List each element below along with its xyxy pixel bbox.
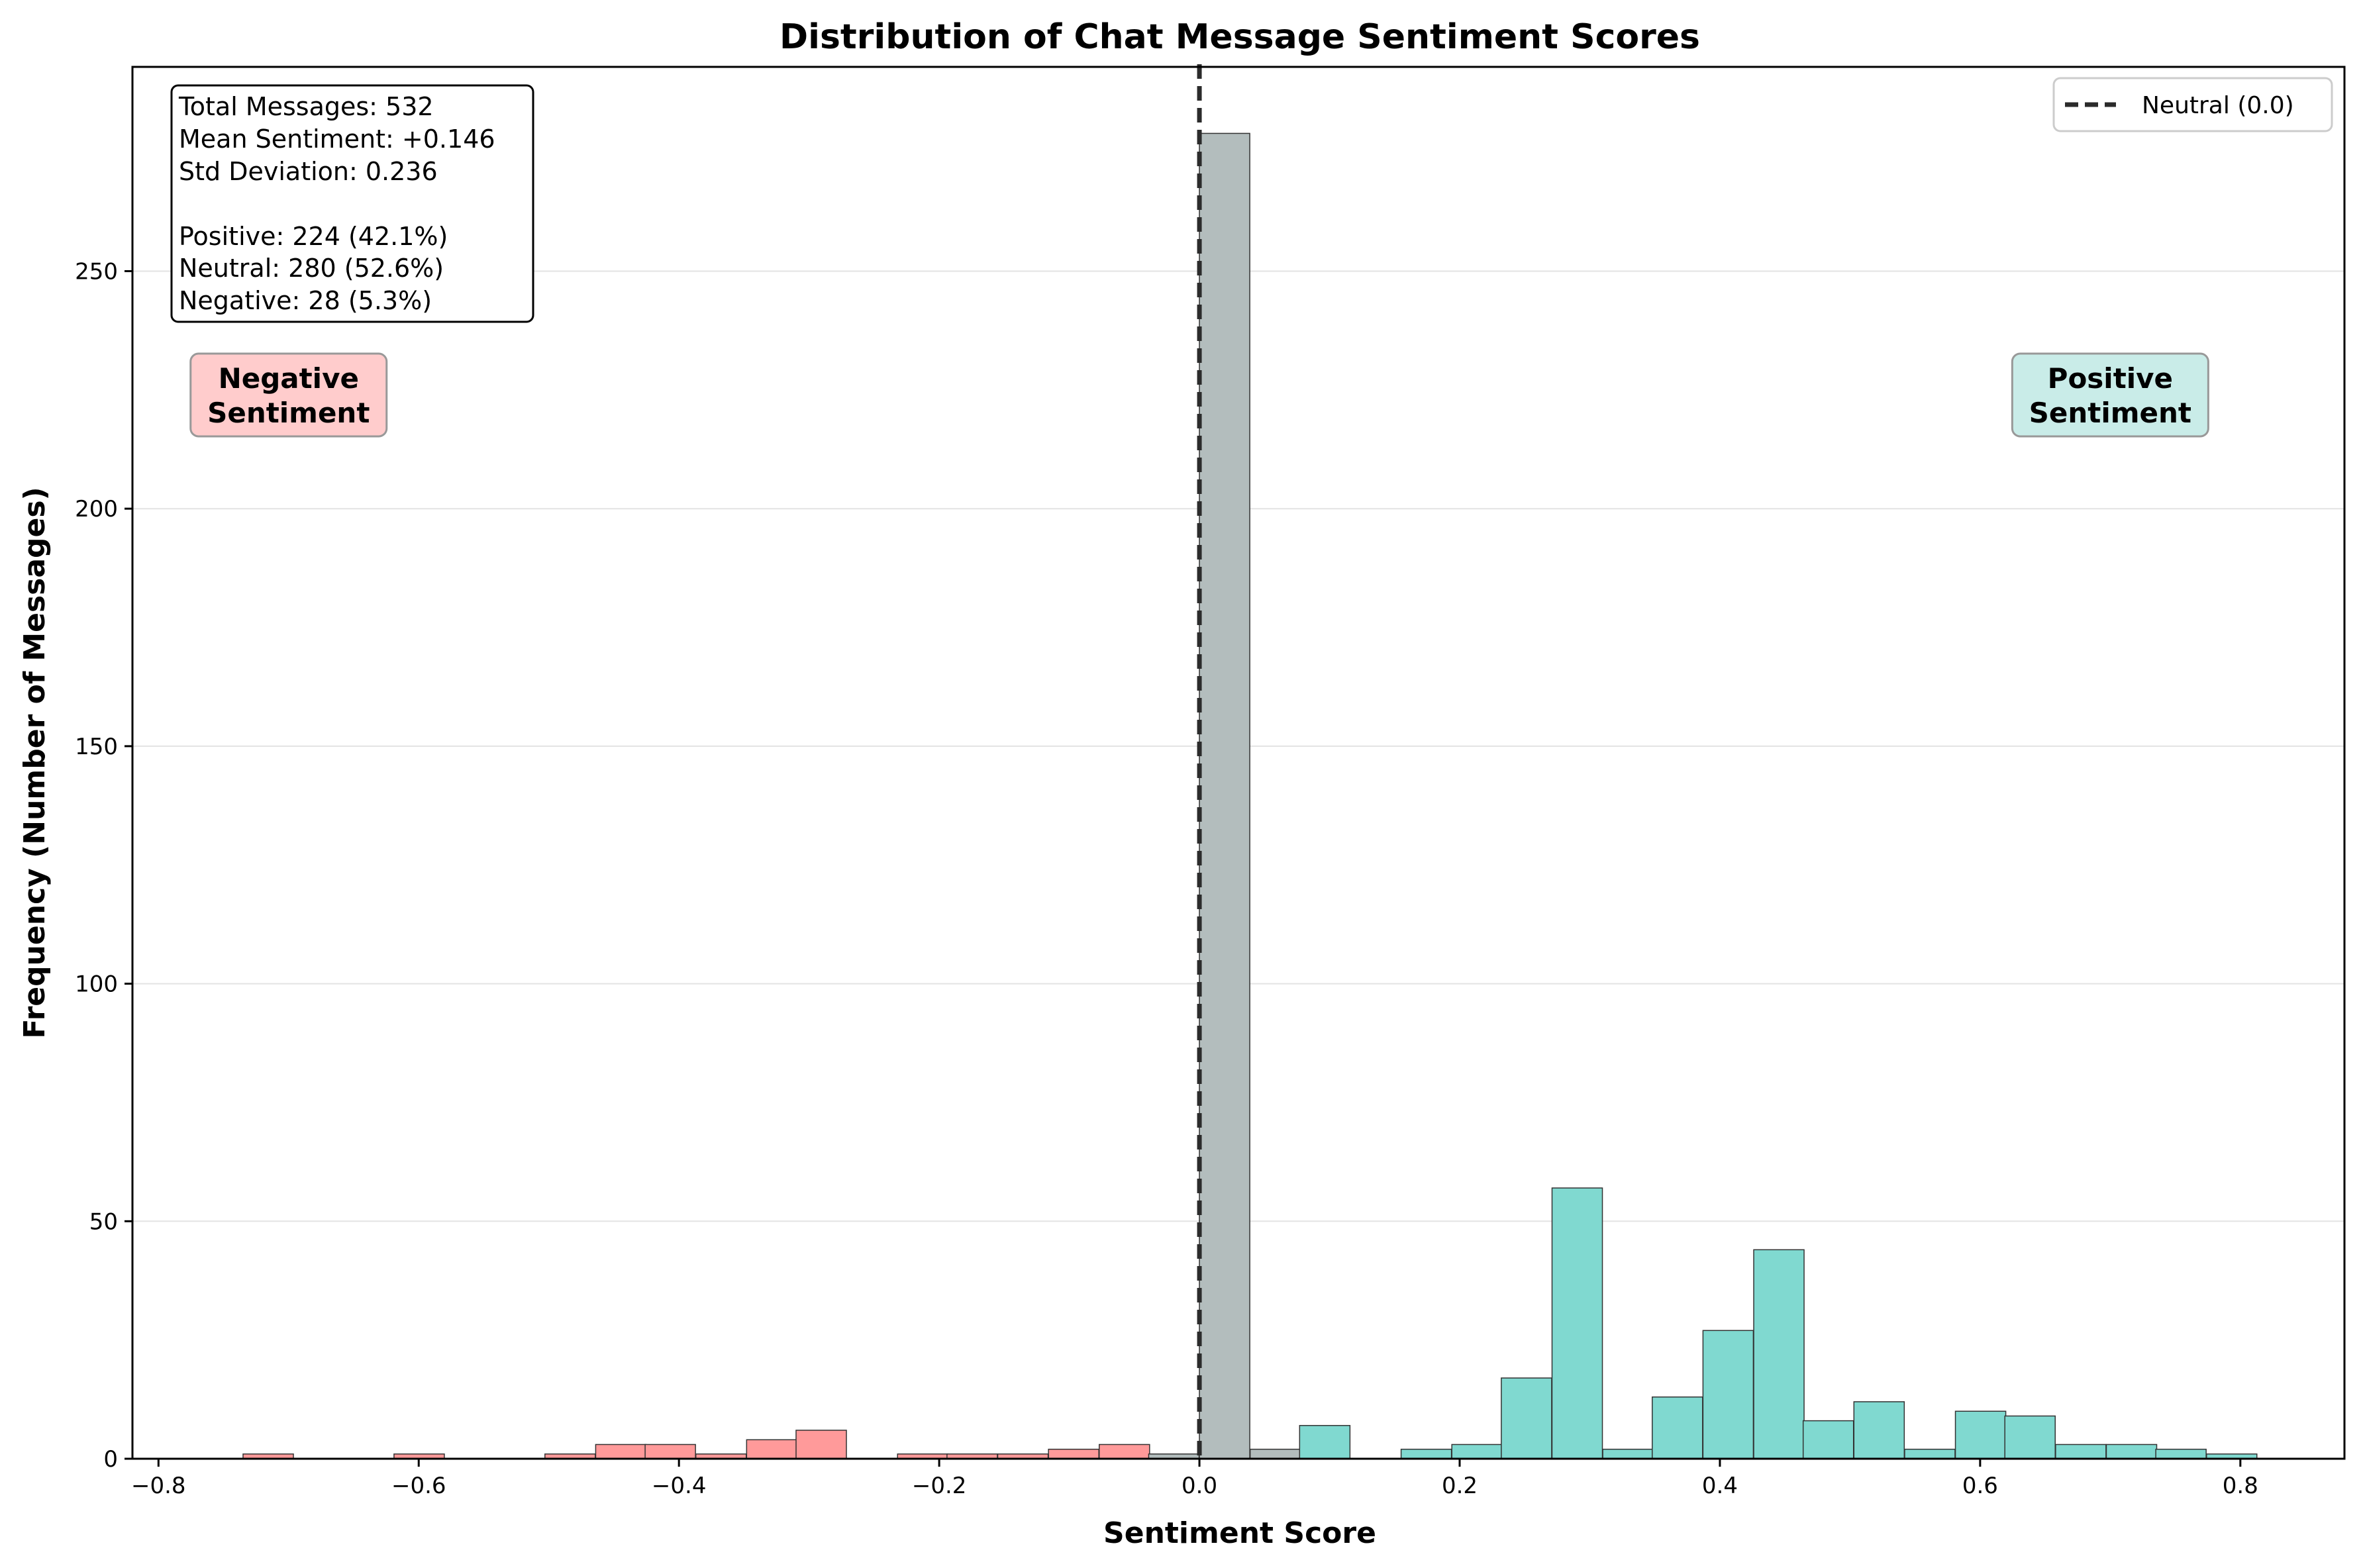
- x-tick-label: −0.6: [391, 1473, 446, 1499]
- histogram-bar-positive: [2004, 1415, 2056, 1459]
- stats-mean-sentiment: Mean Sentiment: +0.146: [179, 124, 495, 154]
- histogram-bar-positive: [1602, 1448, 1654, 1459]
- negative-annotation-line1: Negative: [219, 362, 359, 395]
- x-tick-label: −0.4: [652, 1473, 707, 1499]
- positive-sentiment-annotation: Positive Sentiment: [2011, 352, 2209, 438]
- histogram-bar-negative: [644, 1444, 696, 1459]
- histogram-bar-positive: [1702, 1330, 1754, 1459]
- x-axis-title: Sentiment Score: [1103, 1516, 1376, 1550]
- y-tick-label: 0: [103, 1446, 118, 1473]
- y-axis-title: Frequency (Number of Messages): [18, 487, 52, 1038]
- x-tick-label: 0.8: [2223, 1473, 2258, 1499]
- y-axis-ticks: 0 50 100 150 200 250: [75, 258, 132, 1473]
- histogram-bar-positive: [2155, 1448, 2207, 1459]
- legend-label-neutral: Neutral (0.0): [2142, 92, 2294, 119]
- histogram-bar-positive: [1551, 1187, 1603, 1459]
- negative-annotation-line2: Sentiment: [207, 397, 370, 429]
- stats-std-deviation: Std Deviation: 0.236: [179, 157, 438, 186]
- legend-frame: [2052, 77, 2333, 132]
- legend: Neutral (0.0): [2052, 77, 2333, 132]
- histogram-bar-positive: [1652, 1396, 1703, 1459]
- x-tick-label: 0.4: [1702, 1473, 1738, 1499]
- x-tick-label: −0.8: [131, 1473, 186, 1499]
- histogram-bar-positive: [2105, 1444, 2158, 1459]
- histogram-bar-positive: [1802, 1420, 1854, 1459]
- histogram-bar-positive: [1954, 1410, 2007, 1459]
- y-tick-label: 100: [75, 971, 118, 998]
- histogram-bar-positive: [2055, 1444, 2107, 1459]
- x-tick-label: −0.2: [912, 1473, 967, 1499]
- stats-box: Total Messages: 532 Mean Sentiment: +0.1…: [170, 84, 534, 323]
- histogram-bars: [242, 132, 2258, 1459]
- chart-title: Distribution of Chat Message Sentiment S…: [779, 17, 1700, 57]
- positive-annotation-box: [2011, 352, 2209, 438]
- histogram-bar-neutral: [1199, 132, 1250, 1459]
- x-tick-label: 0.6: [1962, 1473, 1998, 1499]
- plot-frame: [131, 66, 2346, 1460]
- positive-annotation-line1: Positive: [2048, 362, 2173, 395]
- y-tick-label: 250: [75, 258, 118, 285]
- stats-box-frame: [170, 84, 534, 323]
- stats-total-messages: Total Messages: 532: [178, 92, 434, 121]
- histogram-bar-positive: [1299, 1425, 1351, 1459]
- histogram-bar-negative: [795, 1430, 847, 1459]
- histogram-bar-neutral: [1249, 1448, 1301, 1459]
- histogram-bar-positive: [1904, 1448, 1956, 1459]
- histogram-bar-positive: [1400, 1448, 1452, 1459]
- y-tick-label: 150: [75, 734, 118, 760]
- histogram-bar-positive: [1501, 1377, 1552, 1459]
- histogram-bar-negative: [1048, 1448, 1099, 1459]
- x-tick-label: 0.2: [1442, 1473, 1478, 1499]
- histogram-bar-negative: [595, 1444, 647, 1459]
- histogram-bar-negative: [1099, 1444, 1150, 1459]
- negative-sentiment-annotation: Negative Sentiment: [189, 352, 388, 438]
- stats-negative: Negative: 28 (5.3%): [179, 286, 432, 315]
- stats-positive: Positive: 224 (42.1%): [179, 222, 448, 251]
- x-tick-label: 0.0: [1182, 1473, 1217, 1499]
- y-tick-label: 200: [75, 496, 118, 522]
- histogram-bar-positive: [1451, 1444, 1503, 1459]
- y-tick-label: 50: [89, 1208, 118, 1235]
- stats-neutral: Neutral: 280 (52.6%): [179, 254, 444, 283]
- negative-annotation-box: [189, 352, 388, 438]
- histogram-bar-positive: [1753, 1249, 1805, 1459]
- histogram-bar-negative: [746, 1439, 798, 1459]
- histogram-bar-positive: [1853, 1401, 1905, 1459]
- positive-annotation-line2: Sentiment: [2029, 397, 2191, 429]
- x-axis-ticks: −0.8 −0.6 −0.4 −0.2 0.0 0.2 0.4 0.6 0.8: [131, 1459, 2258, 1499]
